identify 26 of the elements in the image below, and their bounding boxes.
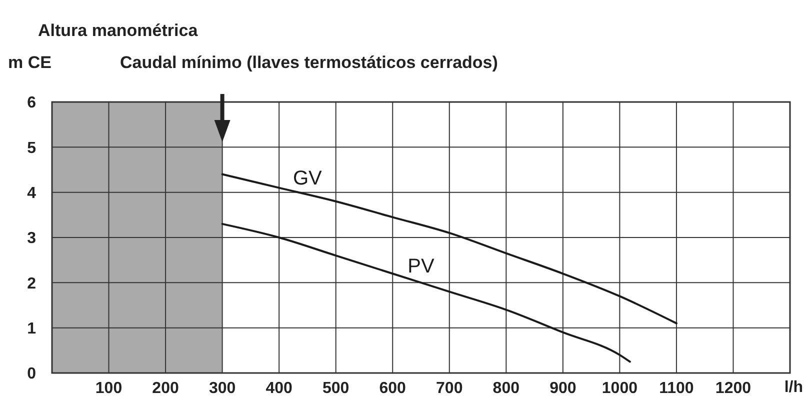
x-tick-label: 1200 <box>715 380 752 397</box>
series-label: GV <box>293 168 323 190</box>
y-axis-title: m CE <box>8 53 52 72</box>
y-tick-label: 3 <box>27 230 36 248</box>
series-label: PV <box>408 256 435 278</box>
x-tick-label: 100 <box>95 380 122 397</box>
x-tick-label: 200 <box>152 380 179 397</box>
line-series <box>221 222 631 363</box>
y-tick-label: 2 <box>27 275 36 292</box>
chart-title: Altura manométrica <box>38 21 198 40</box>
x-tick-label: 800 <box>492 380 520 397</box>
band-label: Caudal mínimo (llaves termostáticos cerrados) <box>120 53 498 72</box>
y-tick-label: 1 <box>27 320 36 338</box>
x-tick-label: 1100 <box>659 380 694 397</box>
y-tick-label: 0 <box>27 366 36 383</box>
y-tick-label: 6 <box>27 94 36 112</box>
x-tick-label: 400 <box>266 380 293 397</box>
y-tick-label: 4 <box>27 184 36 202</box>
x-tick-label: 1000 <box>602 380 638 397</box>
y-tick-label: 5 <box>27 140 36 157</box>
x-tick-label: 300 <box>208 380 236 397</box>
x-tick-label: 600 <box>379 380 406 397</box>
x-axis-title: l/h <box>784 379 803 396</box>
x-tick-label: 500 <box>322 380 350 397</box>
x-tick-label: 700 <box>436 380 463 397</box>
x-tick-label: 900 <box>550 380 576 397</box>
